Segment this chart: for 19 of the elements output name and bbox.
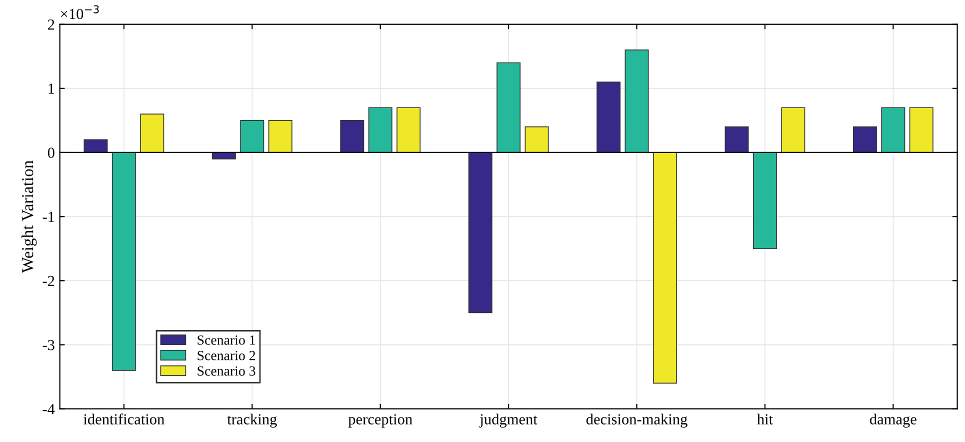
x-tick-label: perception	[348, 414, 412, 428]
x-tick-label: tracking	[227, 414, 277, 428]
y-tick-label: 2	[48, 19, 54, 30]
y-axis-title: Weight Variation	[22, 160, 37, 273]
x-tick-label: damage	[870, 414, 916, 428]
legend-label: Scenario 3	[198, 366, 256, 376]
legend-label: Scenario 2	[198, 350, 256, 360]
y-tick-label: 0	[48, 148, 54, 158]
x-tick-label: identification	[84, 414, 164, 424]
legend-label: Scenario 1	[198, 335, 255, 345]
y-tick-label: -1	[42, 212, 54, 222]
x-tick-label: hit	[757, 414, 773, 424]
y-tick-label: -3	[42, 340, 54, 350]
y-tick-label: -4	[42, 404, 55, 414]
text: ×10$^{−3}$	[61, 5, 99, 20]
y-tick-label: -2	[42, 276, 54, 286]
x-tick-label: judgment	[479, 414, 538, 428]
y-tick-label: 1	[48, 84, 54, 94]
x-tick-label: decision-making	[586, 414, 688, 428]
